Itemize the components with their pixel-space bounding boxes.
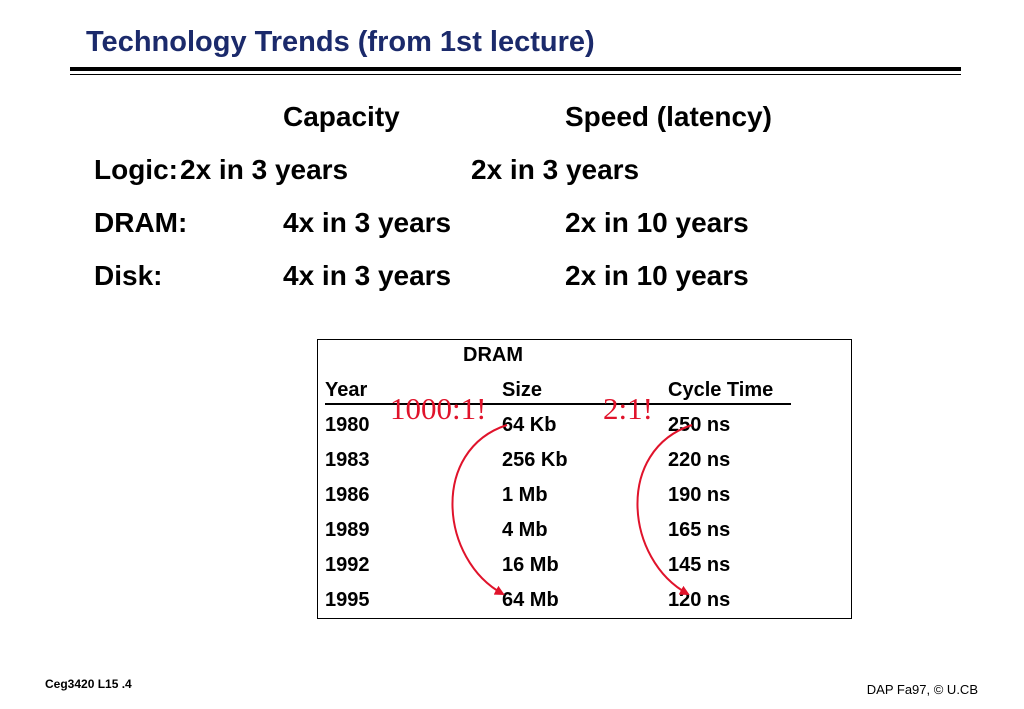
capacity-header: Capacity (283, 101, 400, 132)
dram-table: DRAM Year Size Cycle Time 1980 64 Kb 250… (317, 339, 852, 619)
dram-label: DRAM: (94, 207, 188, 238)
time-ratio-label: 2:1! (603, 391, 653, 426)
table-cell-year: 1992 (325, 554, 370, 576)
logic-label: Logic: (94, 154, 178, 185)
disk-label: Disk: (94, 260, 163, 291)
table-cell-size: 64 Mb (502, 589, 559, 611)
table-cell-cycle-time: 145 ns (668, 554, 731, 576)
table-cell-year: 1986 (325, 484, 370, 506)
time-ratio-arrow (636, 424, 693, 595)
title-rule-thick (70, 67, 961, 71)
dram-table-caption: DRAM (463, 344, 523, 366)
col-header-size: Size (502, 379, 543, 401)
footer-course-id: Ceg3420 L15 .4 (45, 677, 132, 691)
table-cell-size: 16 Mb (502, 554, 559, 576)
table-cell-year: 1983 (325, 449, 370, 471)
table-cell-size: 64 Kb (502, 414, 557, 436)
table-cell-cycle-time: 165 ns (668, 519, 731, 541)
table-cell-cycle-time: 190 ns (668, 484, 731, 506)
table-cell-year: 1989 (325, 519, 370, 541)
col-header-year: Year (325, 379, 368, 401)
logic-speed: 2x in 3 years (471, 154, 640, 185)
speed-header: Speed (latency) (565, 101, 772, 132)
table-cell-cycle-time: 250 ns (668, 414, 731, 436)
table-cell-size: 4 Mb (502, 519, 548, 541)
size-ratio-label: 1000:1! (390, 391, 487, 426)
footer-copyright: DAP Fa97, © U.CB (866, 682, 978, 697)
table-cell-cycle-time: 220 ns (668, 449, 731, 471)
col-header-cycle-time: Cycle Time (668, 379, 774, 401)
logic-capacity: 2x in 3 years (180, 154, 349, 185)
table-cell-year: 1980 (325, 414, 370, 436)
table-cell-size: 256 Kb (502, 449, 568, 471)
dram-speed: 2x in 10 years (565, 207, 749, 238)
header-underline (325, 403, 791, 405)
size-ratio-arrow (451, 424, 508, 595)
table-cell-size: 1 Mb (502, 484, 548, 506)
slide-title: Technology Trends (from 1st lecture) (86, 26, 595, 58)
disk-speed: 2x in 10 years (565, 260, 749, 291)
title-rule-thin (70, 74, 961, 75)
dram-capacity: 4x in 3 years (283, 207, 452, 238)
disk-capacity: 4x in 3 years (283, 260, 452, 291)
table-cell-year: 1995 (325, 589, 370, 611)
